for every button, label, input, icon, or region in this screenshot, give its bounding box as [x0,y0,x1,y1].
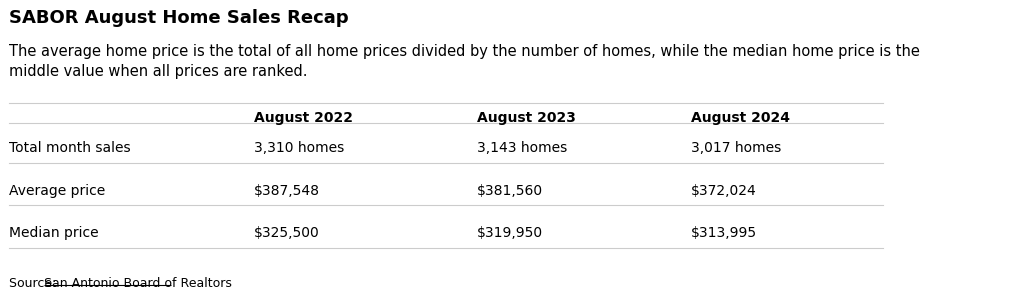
Text: 3,017 homes: 3,017 homes [691,141,781,155]
Text: Median price: Median price [9,226,99,240]
Text: SABOR August Home Sales Recap: SABOR August Home Sales Recap [9,9,348,27]
Text: August 2024: August 2024 [691,111,790,125]
Text: Source:: Source: [9,277,60,290]
Text: $381,560: $381,560 [477,184,543,198]
Text: Total month sales: Total month sales [9,141,130,155]
Text: $313,995: $313,995 [691,226,756,240]
Text: Average price: Average price [9,184,105,198]
Text: $387,548: $387,548 [254,184,320,198]
Text: 3,310 homes: 3,310 homes [254,141,344,155]
Text: $372,024: $372,024 [691,184,756,198]
Text: $325,500: $325,500 [254,226,320,240]
Text: The average home price is the total of all home prices divided by the number of : The average home price is the total of a… [9,44,919,79]
Text: San Antonio Board of Realtors: San Antonio Board of Realtors [44,277,231,290]
Text: $319,950: $319,950 [477,226,543,240]
Text: 3,143 homes: 3,143 homes [477,141,567,155]
Text: August 2023: August 2023 [477,111,576,125]
Text: August 2022: August 2022 [254,111,353,125]
